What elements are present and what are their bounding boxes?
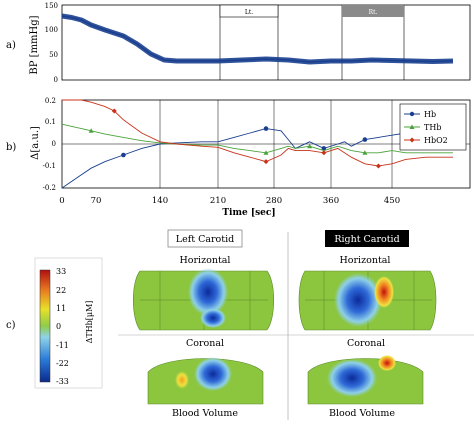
panel-b-xtick: 140	[152, 196, 168, 206]
hb-point	[321, 146, 327, 151]
legend-hbo2-label: HbO2	[424, 136, 448, 145]
panel-a-ylabel: BP [mmHg]	[29, 15, 40, 74]
panel-b-xtick: 360	[323, 196, 339, 206]
colorbar-label: ΔTHb[μM]	[85, 301, 94, 344]
panel-b-yticks: -0.2 -0.1 0 0.1 0.2	[43, 97, 57, 192]
thb-point	[263, 150, 269, 155]
left-coronal-label: Coronal	[186, 338, 224, 349]
right-blood-volume-label: Blood Volume	[329, 408, 395, 419]
left-coronal-map	[147, 357, 264, 405]
colorbar-tick: 33	[56, 267, 66, 276]
legend-hb-marker	[409, 111, 415, 117]
rt-interval-label: Rt.	[369, 9, 378, 16]
bp-series-line	[61, 13, 454, 65]
panel-a-yticks: 0 50 100 150	[45, 2, 58, 84]
thb-point	[88, 128, 94, 133]
hb-point	[362, 137, 368, 142]
legend-hbo2-marker	[409, 137, 415, 143]
panel-b-series	[61, 99, 454, 189]
panel-b-xtick: 210	[210, 196, 226, 206]
panel-a-series	[61, 13, 454, 65]
panel-b-xlabel: Time [sec]	[222, 208, 275, 218]
left-horizontal-map	[133, 268, 274, 331]
right-carotid-title-box	[325, 230, 409, 247]
hbo2-point	[321, 150, 327, 156]
legend-thb-label: THb	[424, 123, 441, 132]
panel-label-b: b)	[6, 142, 16, 153]
panel-b-xtick: 70	[91, 196, 102, 206]
thb-series-line	[61, 123, 453, 154]
legend-hb-label: Hb	[424, 110, 436, 119]
panel-label-a: a)	[6, 40, 16, 51]
left-carotid-title-box	[167, 229, 243, 248]
colorbar-tick: 11	[56, 304, 66, 313]
panel-b-ytick: -0.1	[43, 162, 57, 170]
left-blood-volume-label: Blood Volume	[172, 408, 238, 419]
colorbar-tick: -11	[56, 341, 69, 350]
right-coronal-map	[307, 355, 424, 405]
right-coronal-label: Coronal	[347, 338, 385, 349]
panel-b-xtick: 0	[59, 196, 64, 206]
panel-b-xticks: 0 70 140 210 280 360 450	[59, 196, 400, 206]
lt-interval-box	[219, 4, 279, 18]
colorbar-tick: 22	[56, 286, 66, 295]
right-horizontal-label: Horizontal	[340, 255, 391, 266]
panel-b-ytick: 0.1	[45, 118, 56, 126]
hbo2-point	[375, 163, 381, 169]
panel-label-c: c)	[6, 320, 16, 331]
panel-b-ytick: 0	[52, 140, 56, 148]
panel-b-xtick: 280	[266, 196, 282, 206]
panel-b-xtick: 450	[384, 196, 400, 206]
right-horizontal-map	[298, 270, 437, 331]
hbo2-point	[111, 108, 117, 114]
panel-a-ytick: 50	[49, 51, 58, 59]
panel-a-ytick: 0	[54, 76, 58, 84]
hb-point	[263, 126, 269, 131]
colorbar: 33 22 11 0 -11 -22 -33 ΔTHb[μM]	[34, 257, 103, 389]
panel-a-ytick: 150	[45, 2, 58, 10]
panel-b-ytick: -0.2	[43, 184, 57, 192]
left-horizontal-label: Horizontal	[180, 255, 231, 266]
thb-point	[362, 150, 368, 155]
right-carotid-title: Right Carotid	[334, 234, 399, 245]
hbo2-point	[263, 159, 269, 165]
colorbar-gradient	[39, 269, 51, 383]
legend: Hb THb HbO2	[399, 103, 467, 151]
colorbar-tick: -22	[56, 359, 69, 368]
panel-a-ytick: 100	[45, 26, 58, 34]
left-carotid-title: Left Carotid	[176, 234, 234, 245]
hb-point	[121, 152, 126, 158]
panel-a-intervals: Lt. Rt.	[219, 4, 405, 80]
panel-b-ylabel: Δ[a.u.]	[30, 126, 41, 160]
colorbar-tick: 0	[56, 322, 61, 331]
lt-interval-label: Lt.	[245, 9, 253, 16]
panel-b-ytick: 0.2	[45, 97, 56, 105]
colorbar-tick: -33	[56, 377, 69, 386]
rt-interval-box	[342, 5, 404, 17]
hbo2-series-line	[62, 99, 453, 167]
legend-thb-marker	[409, 124, 415, 129]
thb-point	[307, 143, 313, 149]
bp-series-core	[61, 15, 454, 63]
hb-series-line	[61, 128, 454, 189]
